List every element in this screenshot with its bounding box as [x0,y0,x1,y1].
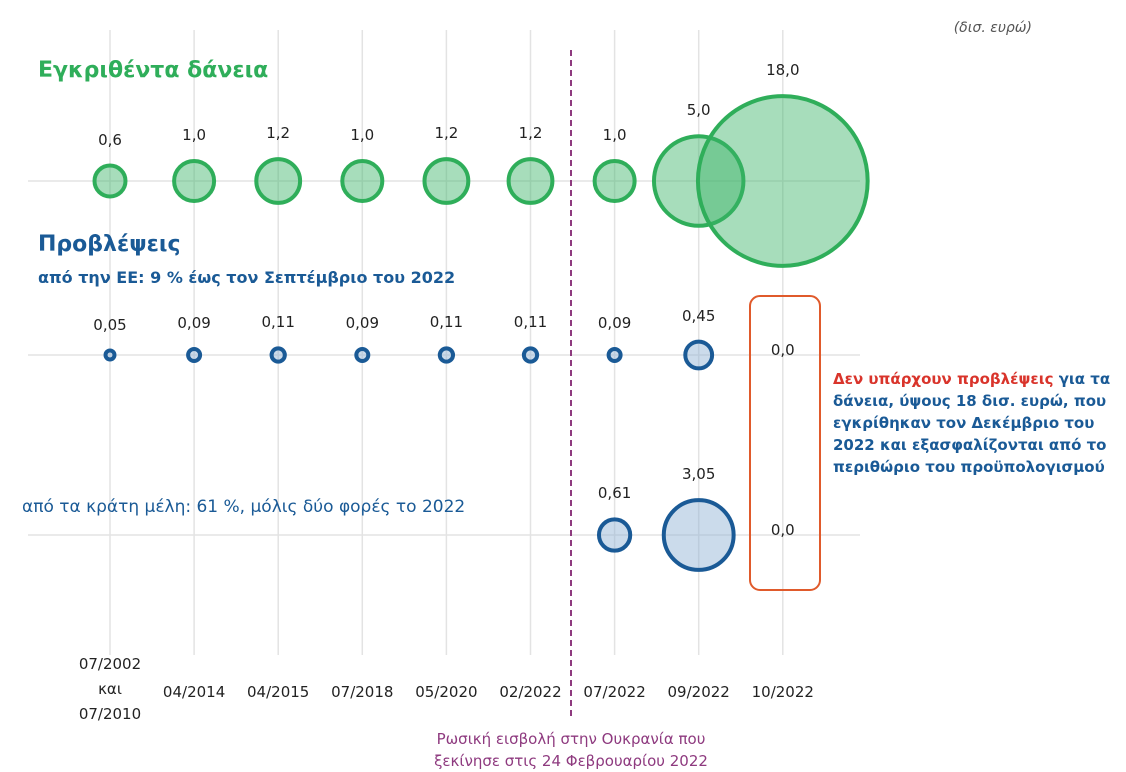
data-label: 1,2 [434,124,459,143]
event-annotation: Ρωσική εισβολή στην Ουκρανία που ξεκίνησ… [434,730,708,770]
data-label: 0,11 [429,313,464,332]
bubble [172,159,217,203]
data-label: 5,0 [686,101,711,120]
bubble [596,517,633,553]
x-tick-label: 09/2022 [667,683,730,701]
data-label: 1,2 [266,124,291,143]
series-subtitle: από την ΕΕ: 9 % έως τον Σεπτέμβριο του 2… [38,268,456,287]
x-tick-label: 07/2002 και 07/2010 [78,655,142,723]
bubble [103,348,117,362]
bubble [422,157,471,205]
bubble [506,157,555,205]
bubble [92,163,128,199]
data-label: 0,09 [597,314,632,332]
x-tick-label: 04/2014 [162,683,226,701]
note: Δεν υπάρχουν προβλέψεις για τα δάνεια, ύ… [833,368,1118,478]
series-title: Προβλέψεις [38,232,181,257]
bubble [254,157,303,205]
bubble [340,159,385,203]
series-title: από τα κράτη μέλη: 61 %, μόλις δύο φορές… [22,497,466,517]
bubble [661,498,736,572]
bubble [683,339,715,371]
bubble [606,347,623,363]
x-tick-label: 07/2022 [583,683,646,701]
data-label: 0,09 [177,314,211,332]
data-label: 0,6 [98,130,122,149]
data-label: 0,09 [345,314,379,332]
data-label: 1,0 [350,126,375,144]
data-label: 0,45 [681,306,716,325]
x-tick-label: 05/2020 [415,683,478,701]
data-label: 0,11 [513,313,548,332]
data-label: 1,2 [518,124,543,143]
bubble [437,346,456,364]
bubble [186,347,203,363]
note-box [749,295,821,591]
x-tick-label: 02/2022 [499,683,562,701]
note-highlight: Δεν υπάρχουν προβλέψεις [833,370,1054,388]
data-label: 0,05 [93,315,127,334]
data-label: 0,0 [770,341,795,359]
x-tick-label: 10/2022 [751,683,814,701]
bubble [695,94,870,268]
x-tick-label: 04/2015 [247,683,310,701]
data-label: 1,0 [602,126,627,144]
data-label: 3,05 [681,465,716,484]
data-label: 0,0 [770,521,795,539]
data-label: 0,61 [597,484,632,503]
bubble [354,347,371,363]
data-label: 0,11 [261,313,295,332]
series-title: Εγκριθέντα δάνεια [38,58,269,83]
bubble [592,159,637,203]
data-label: 1,0 [182,126,207,144]
data-label: 18,0 [766,61,800,80]
bubble [269,346,287,364]
x-tick-label: 07/2018 [331,683,394,701]
bubble [521,346,540,364]
note-text: για τα δάνεια, ύψους 18 δισ. ευρώ, που ε… [833,370,1111,476]
unit-note: (δισ. ευρώ) [953,20,1032,36]
